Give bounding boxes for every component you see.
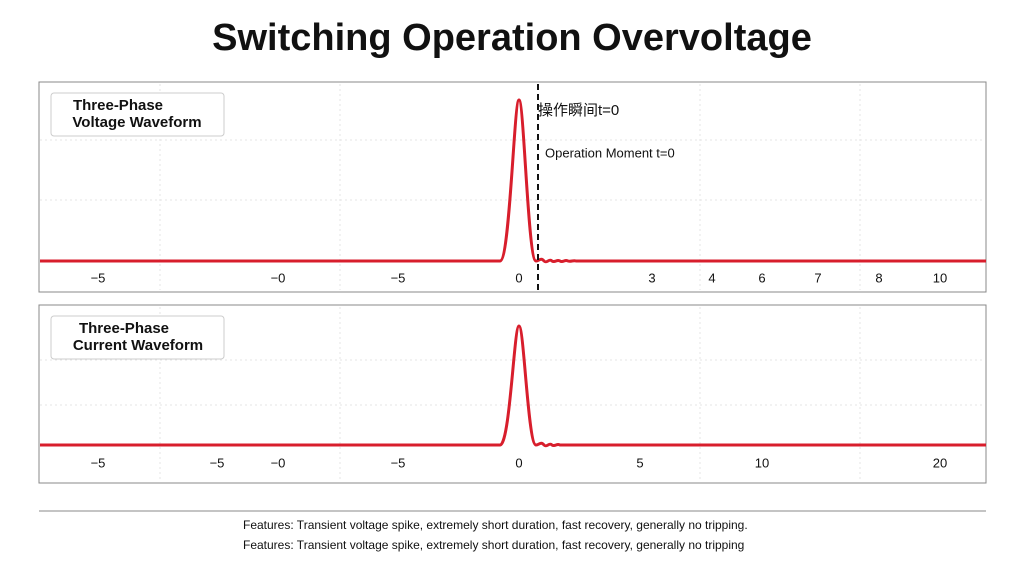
x-tick-label: 4	[708, 270, 715, 285]
title: Switching Operation Overvoltage	[212, 17, 812, 59]
panel-label: Current Waveform	[73, 337, 203, 354]
x-tick-label: 5	[636, 455, 643, 470]
panel-label: Voltage Waveform	[72, 114, 201, 131]
x-tick-label: −0	[271, 270, 286, 285]
x-tick-label: 10	[933, 270, 947, 285]
x-tick-label: 7	[814, 270, 821, 285]
x-tick-label: 8	[875, 270, 882, 285]
x-tick-label: −0	[271, 455, 286, 470]
x-tick-label: −5	[91, 455, 106, 470]
grid	[40, 307, 985, 481]
voltage-waveform	[40, 98, 986, 264]
x-tick-label: −5	[391, 455, 406, 470]
x-tick-label: 3	[648, 270, 655, 285]
footer-line: Features: Transient voltage spike, extre…	[243, 518, 748, 532]
annotation-cn: 操作瞬间t=0	[538, 102, 619, 119]
annotation-en: Operation Moment t=0	[545, 145, 675, 160]
label-box	[50, 92, 225, 137]
x-tick-label: 20	[933, 455, 947, 470]
x-tick-label: 10	[755, 455, 769, 470]
x-tick-label: 0	[515, 270, 522, 285]
panel-label: Three-Phase	[79, 320, 169, 337]
x-tick-label: 6	[758, 270, 765, 285]
x-tick-label: −5	[91, 270, 106, 285]
grid	[40, 84, 985, 290]
x-tick-label: 0	[515, 455, 522, 470]
current-waveform	[40, 324, 986, 448]
x-tick-label: −5	[210, 455, 225, 470]
label-box	[50, 315, 225, 360]
panel-label: Three-Phase	[73, 97, 163, 114]
footer-line: Features: Transient voltage spike, extre…	[243, 538, 744, 552]
x-tick-label: −5	[391, 270, 406, 285]
